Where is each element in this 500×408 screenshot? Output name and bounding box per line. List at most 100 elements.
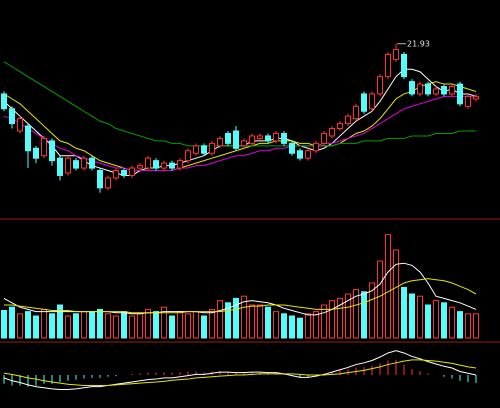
- volume-bar: [273, 311, 279, 339]
- volume-bar: [297, 317, 303, 339]
- volume-bar: [169, 315, 175, 339]
- volume-bar: [329, 300, 335, 339]
- volume-bar: [89, 311, 95, 339]
- candle-body: [1, 93, 7, 110]
- volume-bar: [377, 260, 383, 339]
- candle-body: [433, 88, 439, 95]
- candle-body: [265, 135, 271, 142]
- candle-body: [361, 93, 367, 112]
- candle-body: [257, 135, 263, 139]
- candle-body: [217, 137, 223, 147]
- volume-bar: [265, 306, 271, 339]
- volume-bar: [345, 293, 351, 339]
- indicator-line: [3, 81, 477, 172]
- volume-bar: [409, 293, 415, 339]
- candle-body: [73, 160, 79, 169]
- candle-body: [329, 128, 335, 137]
- volume-bar: [105, 313, 111, 339]
- candle-body: [57, 157, 63, 176]
- volume-bar: [81, 311, 87, 339]
- volume-bar: [385, 234, 391, 339]
- indicator-line: [3, 61, 476, 147]
- candle-body: [249, 135, 255, 144]
- volume-bar: [209, 308, 215, 339]
- volume-bar: [249, 304, 255, 339]
- candle-body: [449, 86, 455, 95]
- candle-body: [41, 137, 47, 157]
- candle-body: [473, 95, 479, 100]
- candle-body: [153, 160, 159, 169]
- candle-body: [17, 118, 23, 132]
- candle-body: [337, 123, 343, 130]
- candle-body: [273, 132, 279, 142]
- volume-bar: [441, 302, 447, 339]
- volume-bar: [129, 315, 135, 339]
- volume-bar: [65, 315, 71, 339]
- volume-bar: [289, 315, 295, 339]
- candle-body: [209, 142, 215, 154]
- candle-body: [129, 167, 135, 176]
- candle-body: [465, 95, 471, 107]
- candle-body: [353, 105, 359, 120]
- indicator-line: [3, 350, 477, 390]
- volume-bar: [457, 311, 463, 339]
- candle-body: [289, 142, 295, 154]
- volume-bar: [145, 308, 151, 339]
- candle-body: [313, 142, 319, 152]
- candle-body: [201, 145, 207, 154]
- candle-body: [305, 150, 311, 159]
- candle-body: [49, 140, 55, 162]
- volume-bar: [193, 311, 199, 339]
- candle-body: [185, 150, 191, 162]
- volume-bar: [473, 313, 479, 339]
- volume-bar: [33, 315, 39, 339]
- candle-body: [25, 125, 31, 152]
- volume-bar: [137, 313, 143, 339]
- candle-body: [233, 130, 239, 149]
- volume-bar: [241, 295, 247, 339]
- volume-bar: [321, 304, 327, 339]
- volume-bar: [217, 300, 223, 339]
- volume-bar: [185, 313, 191, 339]
- volume-bar: [113, 315, 119, 339]
- candle-body: [145, 157, 151, 169]
- volume-bar: [225, 302, 231, 339]
- candle-body: [385, 53, 391, 78]
- candle-body: [377, 76, 383, 95]
- volume-bar: [361, 291, 367, 339]
- volume-bar: [281, 313, 287, 339]
- candle-body: [297, 150, 303, 159]
- candle-body: [345, 115, 351, 125]
- volume-bar: [369, 282, 375, 339]
- volume-bar: [233, 297, 239, 339]
- volume-bar: [393, 249, 399, 339]
- volume-bar: [97, 308, 103, 339]
- volume-bar: [433, 300, 439, 339]
- candle-body: [89, 157, 95, 169]
- volume-bar: [305, 313, 311, 339]
- volume-bar: [465, 313, 471, 339]
- candle-body: [425, 83, 431, 95]
- candle-body: [121, 170, 127, 176]
- candle-body: [193, 145, 199, 154]
- volume-bar: [177, 311, 183, 339]
- candle-body: [33, 147, 39, 159]
- volume-bar: [401, 286, 407, 339]
- volume-bar: [313, 311, 319, 339]
- volume-bar: [257, 304, 263, 339]
- volume-bar: [1, 310, 7, 339]
- peak-label: 21.93: [407, 39, 430, 48]
- candle-body: [161, 162, 167, 169]
- volume-bar: [57, 304, 63, 339]
- volume-bar: [121, 311, 127, 339]
- candle-body: [321, 132, 327, 144]
- volume-bar: [9, 306, 15, 339]
- volume-bar: [153, 311, 159, 339]
- candle-body: [393, 48, 399, 60]
- volume-bar: [41, 308, 47, 339]
- volume-bar: [353, 289, 359, 339]
- volume-bar: [337, 297, 343, 339]
- candle-body: [65, 157, 71, 174]
- candle-body: [401, 53, 407, 78]
- volume-bar: [417, 295, 423, 339]
